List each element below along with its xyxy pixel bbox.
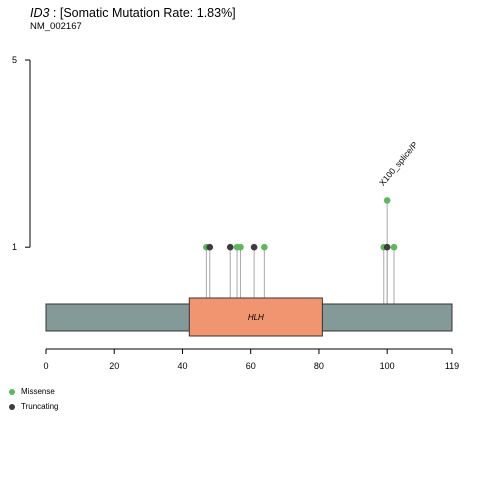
legend-missense-label: Missense [21, 387, 55, 396]
mutation-labels: X100_splice/P [377, 139, 420, 187]
mutation-point-missense [383, 197, 391, 204]
stems [205, 200, 395, 306]
protein-track: HLH [45, 297, 453, 337]
domain-hlh [188, 297, 323, 337]
x-axis: 0 20 40 60 80 100 119 [43, 348, 459, 371]
mutation-point-truncating [383, 243, 391, 251]
x-tick-label: 80 [314, 361, 324, 371]
x-tick-label: 60 [246, 361, 256, 371]
legend-missense: Missense [9, 384, 59, 399]
mutation-point-truncating [226, 243, 234, 251]
mutation-label: X100_splice/P [377, 139, 420, 187]
x-tick-label: 20 [109, 361, 119, 371]
domain-label: HLH [248, 313, 264, 322]
mutation-point-missense [261, 243, 268, 251]
mutation-point-missense [237, 243, 244, 251]
transcript-id: NM_002167 [30, 21, 82, 32]
mutation-point-truncating [250, 243, 258, 251]
x-tick-label: 40 [177, 361, 187, 371]
legend-truncating: Truncating [9, 399, 59, 414]
mutation-points [203, 197, 398, 251]
legend-truncating-label: Truncating [21, 402, 59, 411]
title-block: ID3 : [Somatic Mutation Rate: 1.83%] NM_… [30, 6, 236, 33]
y-tick-label: 1 [12, 242, 17, 252]
chart-title: ID3 : [Somatic Mutation Rate: 1.83%] [30, 6, 236, 21]
legend: Missense Truncating [9, 384, 59, 414]
x-tick-label: 119 [445, 361, 459, 371]
legend-truncating-dot [9, 403, 15, 410]
x-tick-label: 0 [43, 361, 48, 371]
x-tick-label: 100 [380, 361, 395, 371]
gene-name: ID3 [30, 6, 50, 20]
legend-missense-dot [9, 388, 15, 395]
mutation-point-truncating [206, 243, 214, 251]
y-axis: 15 [12, 55, 31, 252]
mutation-point-missense [390, 243, 398, 251]
mutation-rate: : [Somatic Mutation Rate: 1.83%] [49, 6, 236, 20]
y-tick-label: 5 [12, 55, 17, 65]
